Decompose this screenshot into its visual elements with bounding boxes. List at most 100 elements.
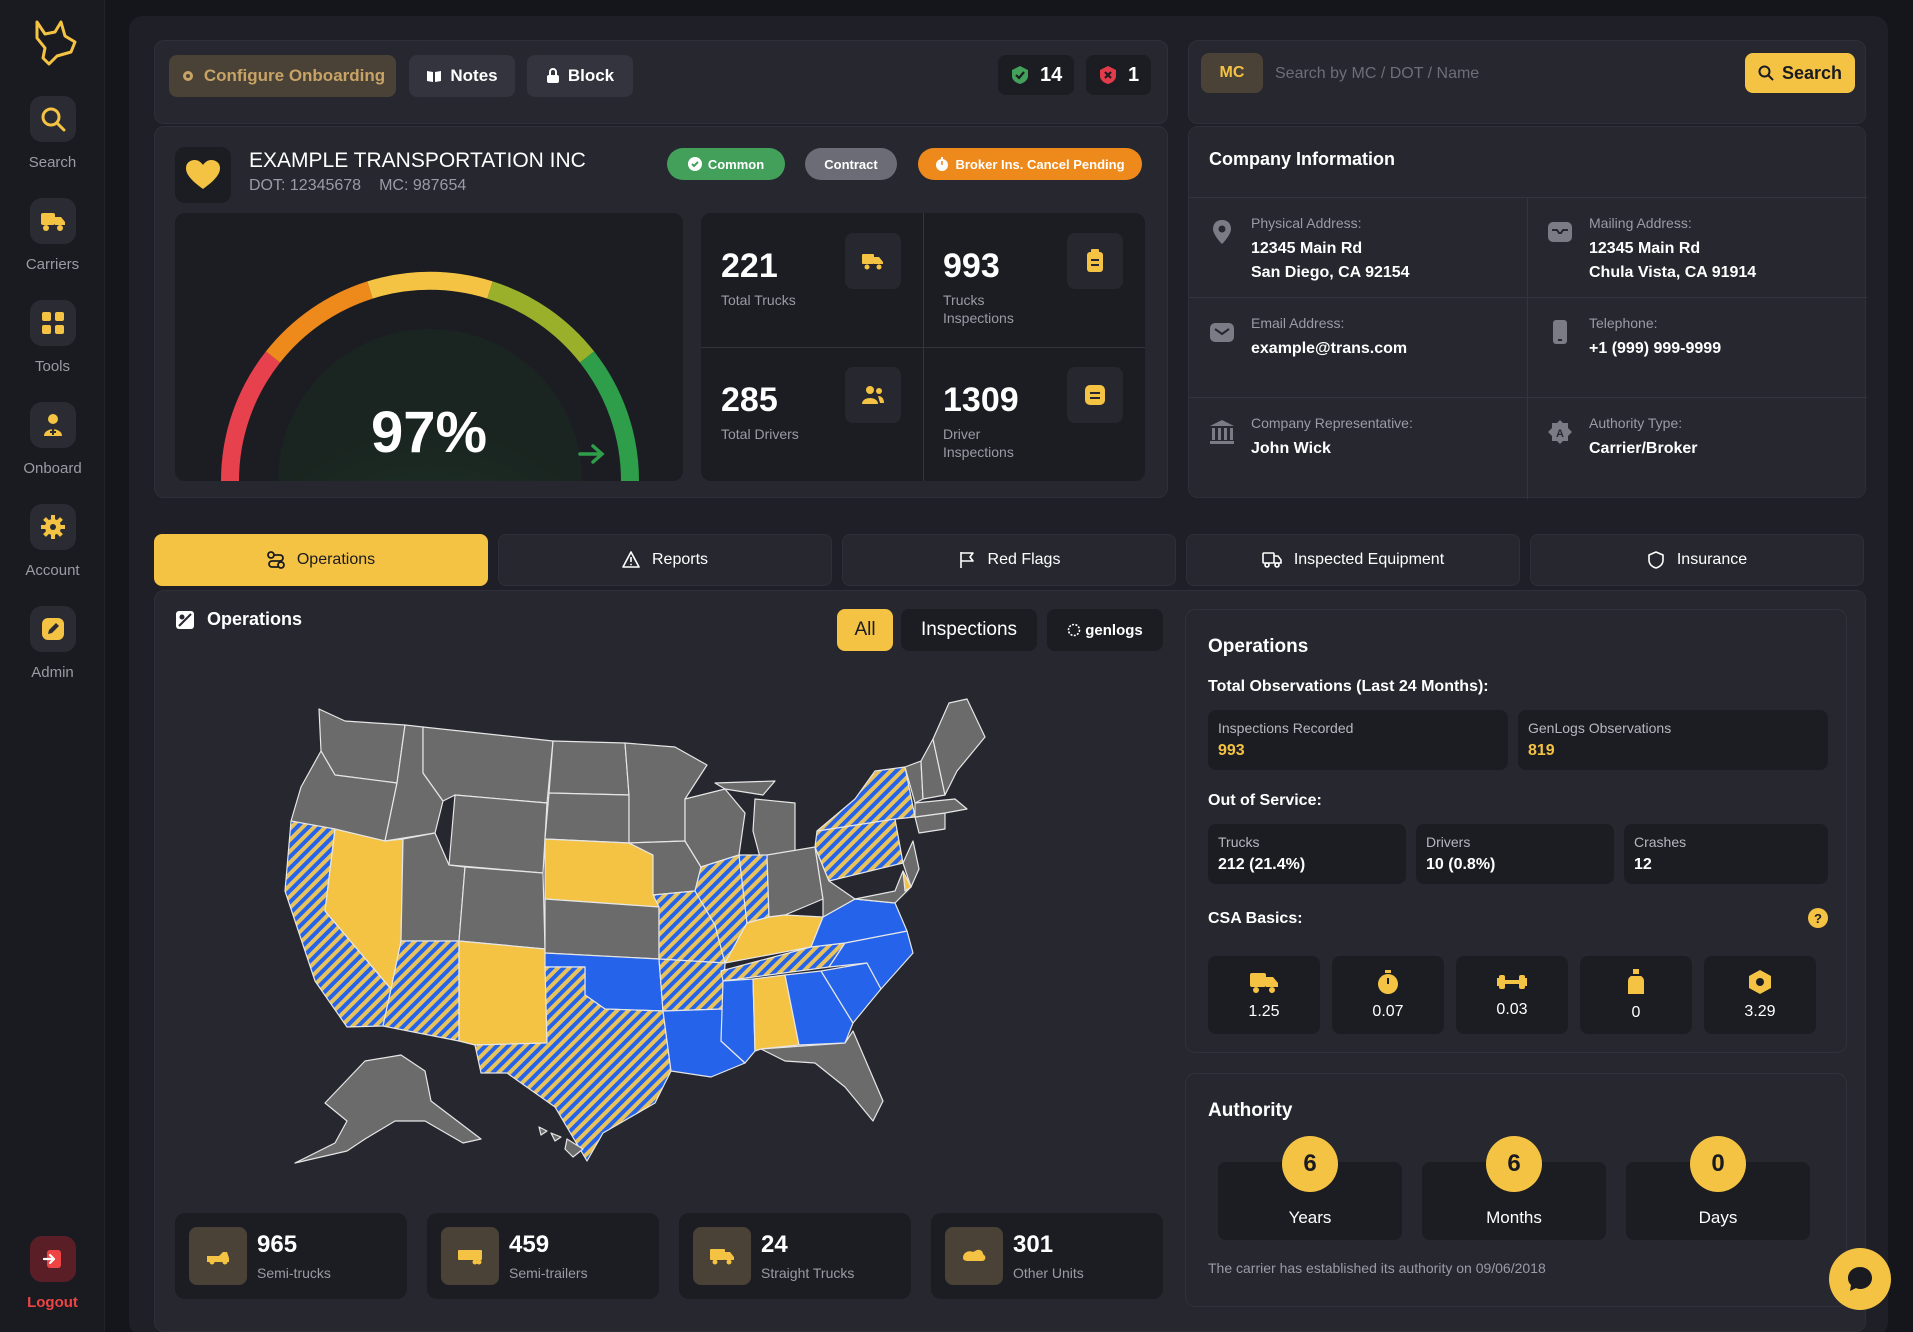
authority-badge-icon: A bbox=[1548, 420, 1572, 444]
rejected-counter[interactable]: 1 bbox=[1086, 55, 1152, 95]
mailbox-icon bbox=[1548, 222, 1572, 242]
filter-genlogs[interactable]: genlogs bbox=[1047, 609, 1163, 651]
timer-icon bbox=[1378, 970, 1398, 994]
unit-card-semi-trailers: 459 Semi-trailers bbox=[427, 1213, 659, 1299]
authority-months: 6 Months bbox=[1422, 1136, 1606, 1240]
tab-red-flags[interactable]: Red Flags bbox=[842, 534, 1176, 586]
block-button[interactable]: Block bbox=[527, 55, 633, 97]
ops-panel-title: Operations bbox=[1208, 636, 1309, 657]
us-operations-map bbox=[255, 691, 1015, 1181]
stopwatch-icon bbox=[936, 157, 949, 171]
oos-trucks: Trucks 212 (21.4%) bbox=[1208, 824, 1406, 884]
grid-icon bbox=[29, 300, 76, 346]
representative-label: Company Representative: bbox=[1251, 415, 1413, 431]
email-value[interactable]: example@trans.com bbox=[1251, 340, 1408, 357]
authority-panel: Authority 6 Years 6 Months 0 Days The ca… bbox=[1185, 1073, 1847, 1307]
state-AL bbox=[752, 974, 800, 1052]
approved-count: 14 bbox=[1040, 63, 1063, 86]
state-NM bbox=[458, 940, 548, 1046]
approved-counter[interactable]: 14 bbox=[998, 55, 1075, 95]
csa-vehicle-maintenance[interactable]: 3.29 bbox=[1704, 956, 1816, 1034]
sidebar-item-onboard[interactable]: Onboard bbox=[0, 402, 105, 477]
rejected-count: 1 bbox=[1128, 63, 1140, 86]
sidebar-item-admin[interactable]: Admin bbox=[0, 606, 105, 681]
us-map[interactable] bbox=[255, 691, 1015, 1181]
authority-type-value: Carrier/Broker bbox=[1589, 440, 1698, 457]
notes-button[interactable]: Notes bbox=[409, 55, 515, 97]
search-icon bbox=[1758, 65, 1774, 81]
phone-icon bbox=[1553, 320, 1567, 344]
physical-address-value: 12345 Main Rd San Diego, CA 92154 bbox=[1251, 240, 1410, 281]
unit-card-semi-trucks: 965 Semi-trucks bbox=[175, 1213, 407, 1299]
filter-genlogs-label: genlogs bbox=[1085, 621, 1143, 639]
tab-reports[interactable]: Reports bbox=[498, 534, 832, 586]
csa-unsafe-driving[interactable]: 1.25 bbox=[1208, 956, 1320, 1034]
filter-inspections[interactable]: Inspections bbox=[901, 609, 1037, 651]
logout-icon bbox=[29, 1236, 76, 1282]
csa-driver-fitness[interactable]: 0.03 bbox=[1456, 956, 1568, 1034]
tab-operations[interactable]: Operations bbox=[154, 534, 488, 586]
sidebar-item-search[interactable]: Search bbox=[0, 96, 105, 171]
representative-value: John Wick bbox=[1251, 440, 1331, 457]
tab-inspected-equipment[interactable]: Inspected Equipment bbox=[1186, 534, 1520, 586]
oos-value: 12 bbox=[1634, 856, 1652, 873]
mc-number: MC: 987654 bbox=[379, 177, 467, 194]
oos-value: 10 (0.8%) bbox=[1426, 856, 1496, 873]
truck-icon bbox=[845, 233, 901, 289]
search-button[interactable]: Search bbox=[1745, 53, 1855, 93]
dot-number: DOT: 12345678 bbox=[249, 177, 362, 194]
mailing-address-value: 12345 Main Rd Chula Vista, CA 91914 bbox=[1589, 240, 1757, 281]
tab-label: Operations bbox=[296, 551, 376, 568]
csa-value: 0.07 bbox=[1372, 1003, 1404, 1020]
dumbbell-icon bbox=[1497, 975, 1527, 989]
company-card: EXAMPLE TRANSPORTATION INC DOT: 12345678… bbox=[154, 126, 1168, 498]
search-bar: MC Search bbox=[1188, 40, 1866, 124]
notes-label: Notes bbox=[450, 66, 498, 85]
state-GA bbox=[784, 970, 854, 1046]
gear-icon bbox=[29, 504, 76, 550]
state-OH bbox=[766, 846, 824, 918]
sidebar-item-carriers[interactable]: Carriers bbox=[0, 198, 105, 273]
state-MT bbox=[422, 726, 554, 804]
state-AZ bbox=[382, 940, 460, 1042]
configure-onboarding-button[interactable]: Configure Onboarding bbox=[169, 55, 396, 97]
logout-button[interactable]: Logout bbox=[0, 1236, 105, 1311]
chat-button[interactable] bbox=[1829, 1248, 1891, 1310]
oos-label: Trucks bbox=[1218, 834, 1260, 850]
filter-all[interactable]: All bbox=[837, 609, 893, 651]
stat-label: Total Trucks bbox=[721, 292, 796, 308]
genlogs-observations: GenLogs Observations 819 bbox=[1518, 710, 1828, 770]
help-icon[interactable]: ? bbox=[1808, 908, 1828, 928]
authority-value: 0 bbox=[1690, 1136, 1746, 1192]
authority-title: Authority bbox=[1208, 1100, 1293, 1121]
state-MD bbox=[854, 870, 912, 904]
authority-unit: Days bbox=[1698, 1208, 1738, 1227]
favorite-button[interactable] bbox=[175, 147, 231, 203]
csa-basics-label: CSA Basics: bbox=[1208, 910, 1303, 927]
clipboard-icon bbox=[1067, 233, 1123, 289]
chat-bubble-icon bbox=[1848, 1267, 1872, 1291]
csa-hours-of-service[interactable]: 0.07 bbox=[1332, 956, 1444, 1034]
tab-insurance[interactable]: Insurance bbox=[1530, 534, 1864, 586]
status-counters: 14 1 bbox=[998, 55, 1158, 95]
csa-controlled-substances[interactable]: 0 bbox=[1580, 956, 1692, 1034]
state-KS bbox=[544, 898, 660, 960]
stat-total-trucks: 221 Total Trucks bbox=[701, 213, 923, 347]
telephone-value[interactable]: +1 (999) 999-9999 bbox=[1589, 340, 1722, 357]
search-type-selector[interactable]: MC bbox=[1201, 53, 1263, 93]
unit-value: 459 bbox=[509, 1231, 550, 1258]
state-ND bbox=[548, 740, 630, 796]
csa-value: 3.29 bbox=[1744, 1003, 1776, 1020]
search-input[interactable] bbox=[1275, 55, 1715, 93]
unit-label: Other Units bbox=[1013, 1265, 1084, 1281]
sidebar: Search Carriers Tools Onboard Account Ad… bbox=[0, 0, 105, 1332]
company-name: EXAMPLE TRANSPORTATION INC bbox=[249, 149, 586, 172]
state-PA bbox=[814, 818, 904, 882]
sidebar-item-account[interactable]: Account bbox=[0, 504, 105, 579]
inspections-recorded-label: Inspections Recorded bbox=[1218, 720, 1354, 736]
tag-label: Common bbox=[707, 156, 765, 172]
unit-label: Semi-trailers bbox=[509, 1265, 588, 1281]
logo-icon[interactable] bbox=[31, 18, 77, 66]
oos-value: 212 (21.4%) bbox=[1218, 856, 1306, 873]
sidebar-item-tools[interactable]: Tools bbox=[0, 300, 105, 375]
